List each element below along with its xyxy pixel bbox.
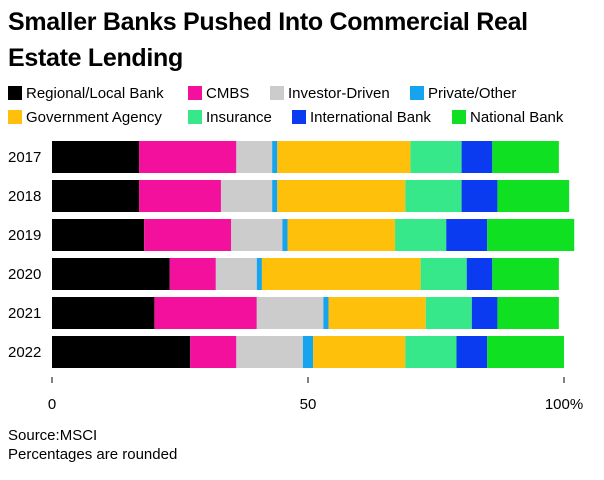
chart-footer: Source:MSCI Percentages are rounded	[8, 426, 177, 464]
bar-investor-driven-2018	[220, 180, 273, 212]
bar-regional-local-bank-2021	[52, 297, 155, 329]
legend-label-cmbs: CMBS	[206, 85, 250, 102]
bar-cmbs-2017	[139, 141, 237, 173]
bar-government-agency-2019	[287, 219, 396, 251]
bar-national-bank-2019	[487, 219, 575, 251]
bar-international-bank-2021	[471, 297, 498, 329]
legend-item-investor-driven: Investor-Driven	[270, 84, 390, 104]
legend-swatch-investor-driven	[270, 86, 284, 100]
bar-insurance-2018	[405, 180, 462, 212]
bar-cmbs-2020	[169, 258, 216, 290]
bar-national-bank-2022	[487, 336, 564, 368]
bar-government-agency-2020	[261, 258, 421, 290]
bar-national-bank-2018	[497, 180, 570, 212]
bar-international-bank-2022	[456, 336, 488, 368]
bar-private-other-2021	[323, 297, 329, 329]
bar-insurance-2020	[420, 258, 467, 290]
x-tick-label-50: 50	[300, 396, 317, 413]
bar-international-bank-2020	[466, 258, 493, 290]
bar-cmbs-2021	[154, 297, 257, 329]
bar-insurance-2022	[405, 336, 457, 368]
y-tick-label-2019: 2019	[8, 227, 41, 244]
y-tick-label-2022: 2022	[8, 344, 41, 361]
x-tick-label-0: 0	[48, 396, 56, 413]
y-tick-label-2021: 2021	[8, 305, 41, 322]
bar-international-bank-2018	[461, 180, 498, 212]
bar-insurance-2017	[410, 141, 462, 173]
legend-swatch-private-other	[410, 86, 424, 100]
bar-investor-driven-2022	[236, 336, 303, 368]
y-tick-label-2020: 2020	[8, 266, 41, 283]
bar-national-bank-2020	[492, 258, 559, 290]
bar-national-bank-2017	[492, 141, 559, 173]
bar-national-bank-2021	[497, 297, 559, 329]
legend-item-private-other: Private/Other	[410, 84, 516, 104]
bar-private-other-2017	[272, 141, 278, 173]
bar-cmbs-2018	[139, 180, 221, 212]
bar-insurance-2021	[425, 297, 472, 329]
bar-investor-driven-2019	[231, 219, 283, 251]
legend-swatch-international-bank	[292, 110, 306, 124]
bar-regional-local-bank-2018	[52, 180, 140, 212]
legend-item-regional-local-bank: Regional/Local Bank	[8, 84, 164, 104]
legend-label-regional-local-bank: Regional/Local Bank	[26, 85, 164, 102]
legend-label-international-bank: International Bank	[310, 109, 431, 126]
legend-item-national-bank: National Bank	[452, 108, 563, 128]
bar-government-agency-2021	[328, 297, 426, 329]
legend-label-private-other: Private/Other	[428, 85, 517, 102]
bar-insurance-2019	[395, 219, 447, 251]
legend-label-insurance: Insurance	[206, 109, 272, 126]
bar-investor-driven-2021	[256, 297, 324, 329]
bar-cmbs-2019	[144, 219, 232, 251]
stacked-bar-chart: 2017 2018 2019 2020 2021 2022 0 50 100%	[8, 141, 583, 413]
y-tick-label-2017: 2017	[8, 149, 41, 166]
bar-investor-driven-2017	[236, 141, 273, 173]
legend-swatch-cmbs	[188, 86, 202, 100]
bar-private-other-2022	[302, 336, 314, 368]
bar-regional-local-bank-2022	[52, 336, 191, 368]
bar-private-other-2019	[282, 219, 288, 251]
bar-government-agency-2022	[313, 336, 406, 368]
bar-government-agency-2018	[277, 180, 406, 212]
legend-swatch-national-bank	[452, 110, 466, 124]
legend-swatch-insurance	[188, 110, 202, 124]
bar-regional-local-bank-2019	[52, 219, 145, 251]
legend-item-insurance: Insurance	[188, 108, 272, 128]
bar-private-other-2020	[256, 258, 262, 290]
x-tick-label-100: 100%	[545, 396, 583, 413]
bar-cmbs-2022	[190, 336, 237, 368]
bar-private-other-2018	[272, 180, 278, 212]
legend-label-national-bank: National Bank	[470, 109, 564, 126]
bar-regional-local-bank-2017	[52, 141, 140, 173]
bar-international-bank-2017	[461, 141, 493, 173]
bar-regional-local-bank-2020	[52, 258, 170, 290]
chart-title: Smaller Banks Pushed Into Commercial Rea…	[8, 8, 528, 72]
legend-swatch-government-agency	[8, 110, 22, 124]
bar-investor-driven-2020	[215, 258, 257, 290]
rounding-note: Percentages are rounded	[8, 446, 178, 463]
bar-international-bank-2019	[446, 219, 488, 251]
legend-item-government-agency: Government Agency	[8, 108, 162, 128]
source-note: Source:MSCI	[8, 427, 98, 444]
legend-label-government-agency: Government Agency	[26, 109, 162, 126]
legend-swatch-regional-local-bank	[8, 86, 22, 100]
legend-label-investor-driven: Investor-Driven	[288, 85, 390, 102]
y-tick-label-2018: 2018	[8, 188, 41, 205]
legend-item-cmbs: CMBS	[188, 84, 249, 104]
legend-item-international-bank: International Bank	[292, 108, 431, 128]
bar-government-agency-2017	[277, 141, 411, 173]
